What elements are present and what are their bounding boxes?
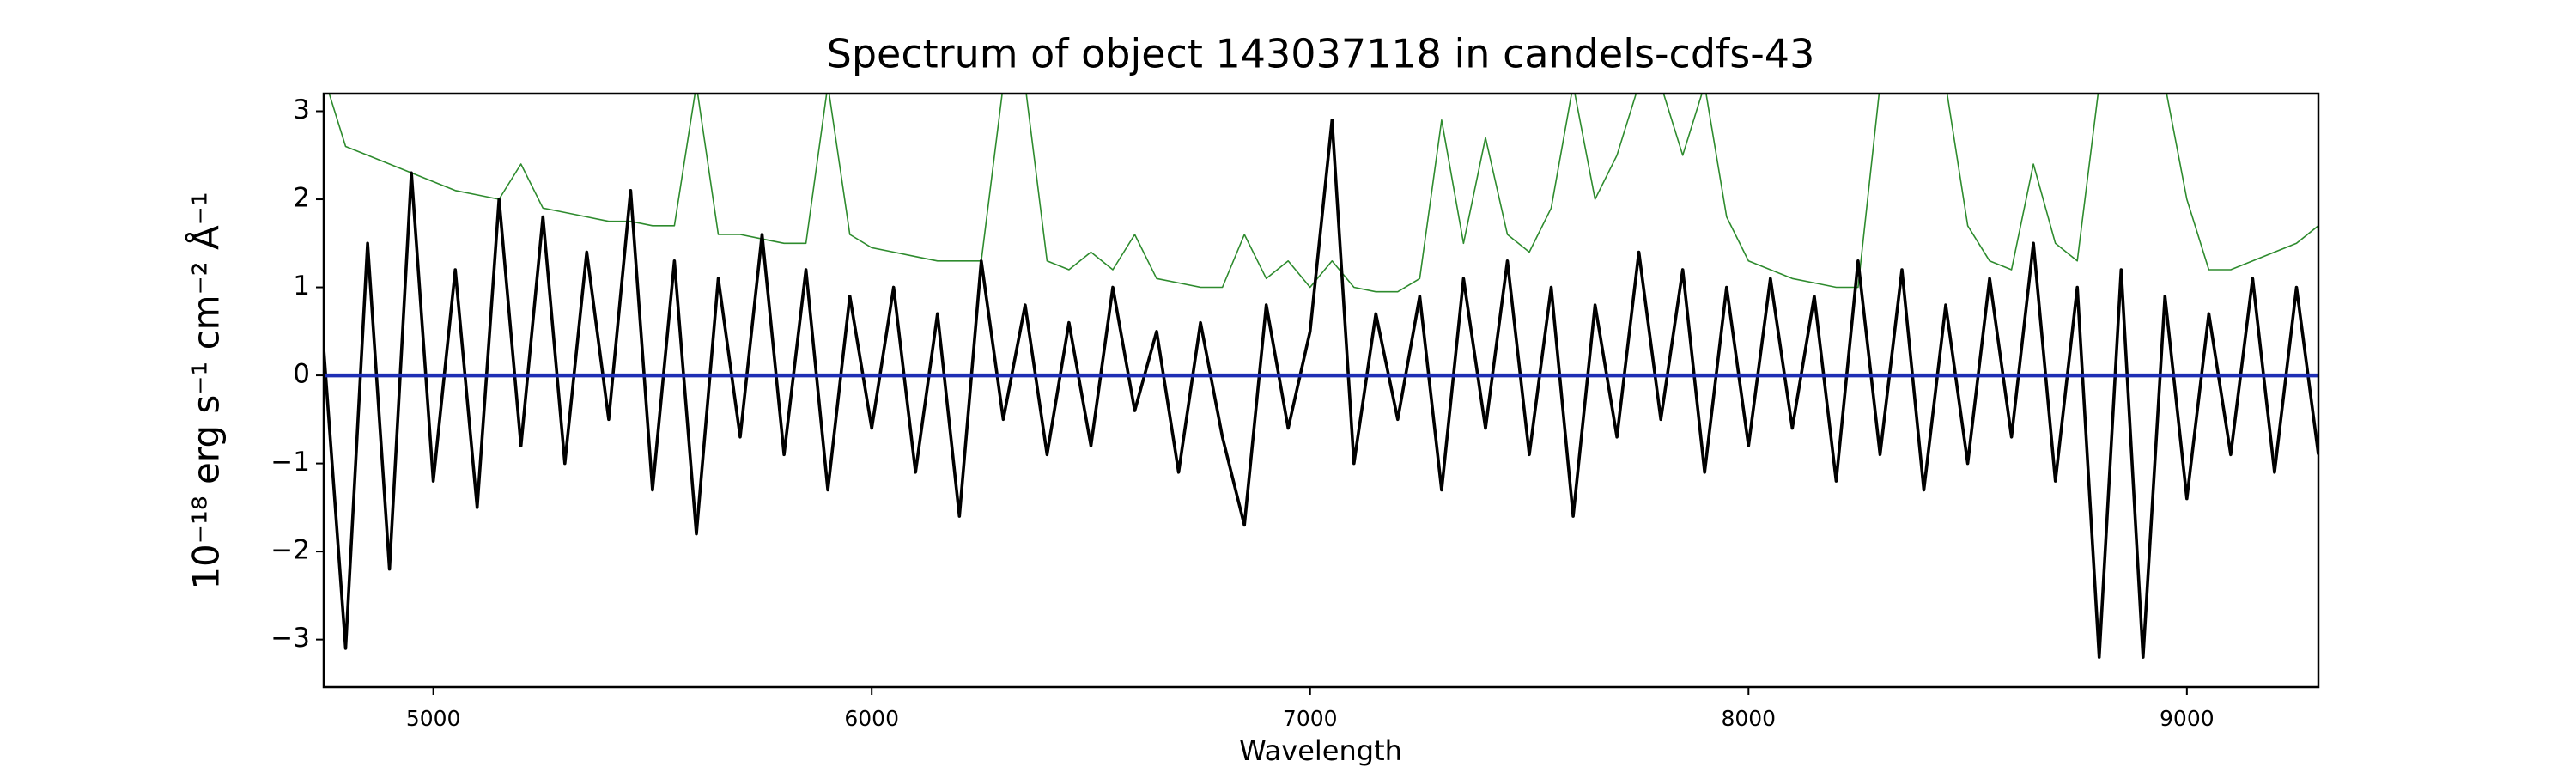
y-tick-label: −1 xyxy=(270,447,310,478)
plot-area xyxy=(324,94,2318,659)
x-axis-label: Wavelength xyxy=(1239,734,1402,767)
spectrum-line xyxy=(328,94,2318,293)
y-tick-label: 0 xyxy=(293,359,310,390)
x-tick-label: 5000 xyxy=(406,706,461,731)
y-tick-label: −2 xyxy=(270,535,310,566)
chart-title: Spectrum of object 143037118 in candels-… xyxy=(827,31,1815,77)
y-tick-label: 3 xyxy=(293,94,310,125)
axes-frame xyxy=(322,92,2320,689)
y-tick-label: 1 xyxy=(293,271,310,301)
spectrum-line xyxy=(324,119,2318,659)
x-tick-label: 7000 xyxy=(1283,706,1338,731)
x-tick-label: 8000 xyxy=(1721,706,1776,731)
y-tick-label: 2 xyxy=(293,183,310,214)
y-axis-label: 10⁻¹⁸ erg s⁻¹ cm⁻² Å⁻¹ xyxy=(185,192,228,589)
x-tick-label: 9000 xyxy=(2160,706,2215,731)
x-tick-label: 6000 xyxy=(844,706,899,731)
y-tick-label: −3 xyxy=(270,623,310,654)
